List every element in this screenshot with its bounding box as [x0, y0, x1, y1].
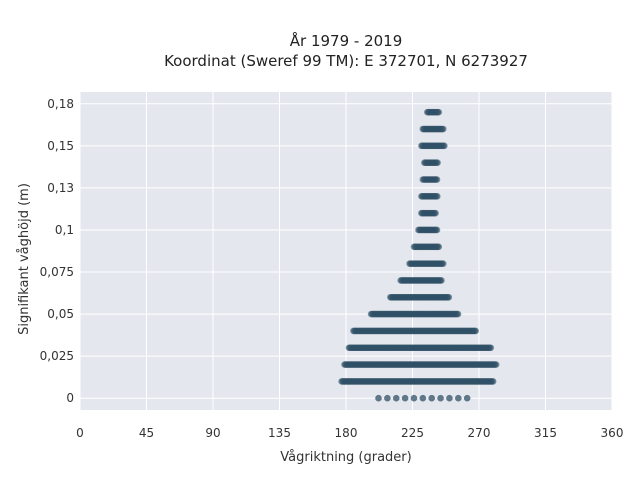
- x-tick-label: 135: [268, 426, 291, 440]
- tick-labels: 0 45 90 135 180 225 270 315 360 0 0,025 0,05 0,075 0,…: [40, 97, 624, 440]
- data-point: [463, 394, 471, 402]
- x-tick-label: 360: [601, 426, 624, 440]
- data-point: [472, 327, 480, 335]
- data-point: [437, 394, 444, 402]
- data-point: [392, 394, 400, 402]
- data-point: [434, 159, 441, 166]
- data-point: [446, 394, 453, 402]
- data-point: [410, 394, 418, 402]
- x-tick-label: 45: [139, 426, 154, 440]
- data-point: [454, 310, 462, 318]
- data-point: [441, 142, 448, 150]
- data-point: [438, 277, 445, 284]
- y-tick-label: 0,05: [47, 307, 74, 321]
- y-tick-label: 0,025: [40, 349, 74, 363]
- y-axis-label: Signifikant våghöjd (m): [17, 183, 32, 335]
- data-point: [439, 260, 447, 267]
- data-point: [439, 125, 447, 133]
- y-tick-label: 0: [66, 391, 74, 405]
- x-tick-label: 315: [534, 426, 557, 440]
- data-point: [434, 193, 441, 200]
- data-point: [433, 176, 441, 183]
- data-point: [384, 394, 391, 402]
- x-tick-label: 0: [76, 426, 84, 440]
- chart-title-line1: År 1979 - 2019: [290, 31, 403, 50]
- data-point: [401, 394, 409, 402]
- y-tick-label: 0,13: [47, 181, 74, 195]
- data-point: [487, 344, 495, 352]
- x-tick-label: 270: [468, 426, 491, 440]
- y-tick-label: 0,18: [47, 97, 74, 111]
- y-tick-label: 0,1: [55, 223, 74, 237]
- x-tick-label: 180: [335, 426, 358, 440]
- data-point: [419, 394, 427, 402]
- data-point: [435, 108, 443, 116]
- x-tick-label: 90: [205, 426, 220, 440]
- chart-title-line2: Koordinat (Sweref 99 TM): E 372701, N 62…: [164, 52, 528, 70]
- y-tick-label: 0,075: [40, 265, 74, 279]
- x-axis-label: Vågriktning (grader): [280, 450, 411, 465]
- data-points: [338, 108, 500, 402]
- data-point: [455, 394, 462, 402]
- y-tick-label: 0,15: [47, 139, 74, 153]
- data-point: [489, 378, 497, 385]
- data-point: [433, 226, 441, 234]
- data-point: [492, 361, 500, 368]
- data-point: [375, 394, 382, 402]
- data-point: [432, 209, 439, 217]
- data-point: [445, 293, 453, 301]
- data-point: [435, 243, 443, 251]
- data-point: [428, 394, 436, 402]
- grid-lines: [79, 92, 613, 410]
- x-tick-label: 225: [401, 426, 424, 440]
